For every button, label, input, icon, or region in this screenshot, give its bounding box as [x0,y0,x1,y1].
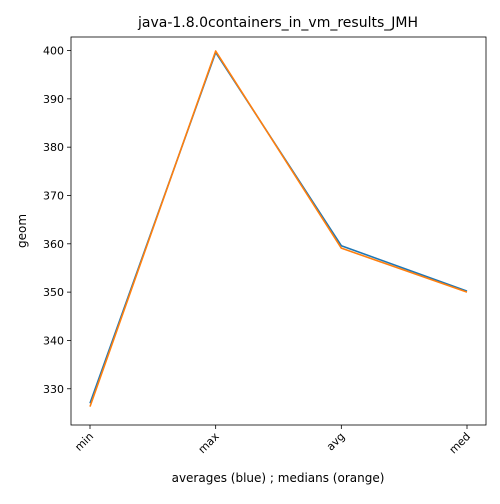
x-axis-label: averages (blue) ; medians (orange) [172,471,385,485]
x-tick-label: med [447,430,473,456]
x-tick-label: min [72,430,96,454]
x-tick-label: max [196,430,222,456]
y-tick-label: 400 [43,45,64,58]
axes-frame [70,36,487,426]
chart-title: java-1.8.0containers_in_vm_results_JMH [137,15,418,31]
y-tick-label: 390 [43,93,64,106]
series-line-1 [89,51,468,404]
y-axis-label: geom [15,214,29,248]
x-tick-label: avg [324,430,348,454]
plot-area: 330 340 350 360 370 380 390 400 min max avg med [43,36,487,456]
y-tick-label: 370 [43,189,64,202]
y-tick-label: 350 [43,286,64,299]
y-tick-label: 380 [43,141,64,154]
y-tick-label: 340 [43,334,64,347]
series-line-2 [89,50,468,407]
y-tick-label: 360 [43,238,64,251]
y-tick-label: 330 [43,383,64,396]
